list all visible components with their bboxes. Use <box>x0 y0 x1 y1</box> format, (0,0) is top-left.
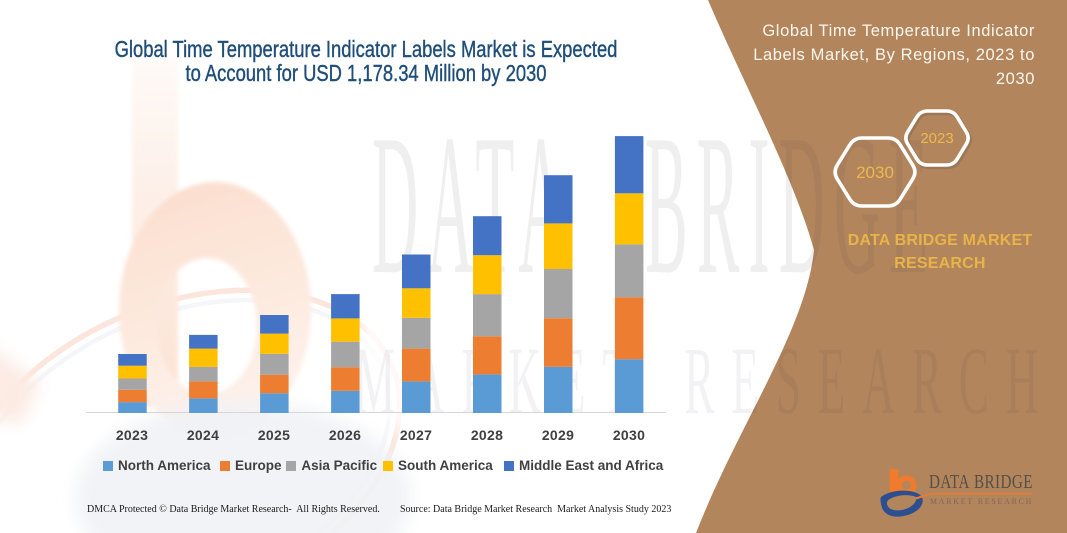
svg-text:MARKET RESEARCH: MARKET RESEARCH <box>355 328 1055 434</box>
svg-text:DATA BRIDGE: DATA BRIDGE <box>372 94 937 316</box>
